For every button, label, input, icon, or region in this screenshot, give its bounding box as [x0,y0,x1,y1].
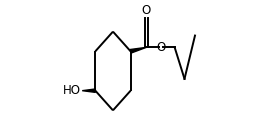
Polygon shape [130,47,146,53]
Text: HO: HO [63,84,81,97]
Polygon shape [82,89,95,92]
Text: O: O [142,3,151,17]
Text: O: O [156,41,166,54]
